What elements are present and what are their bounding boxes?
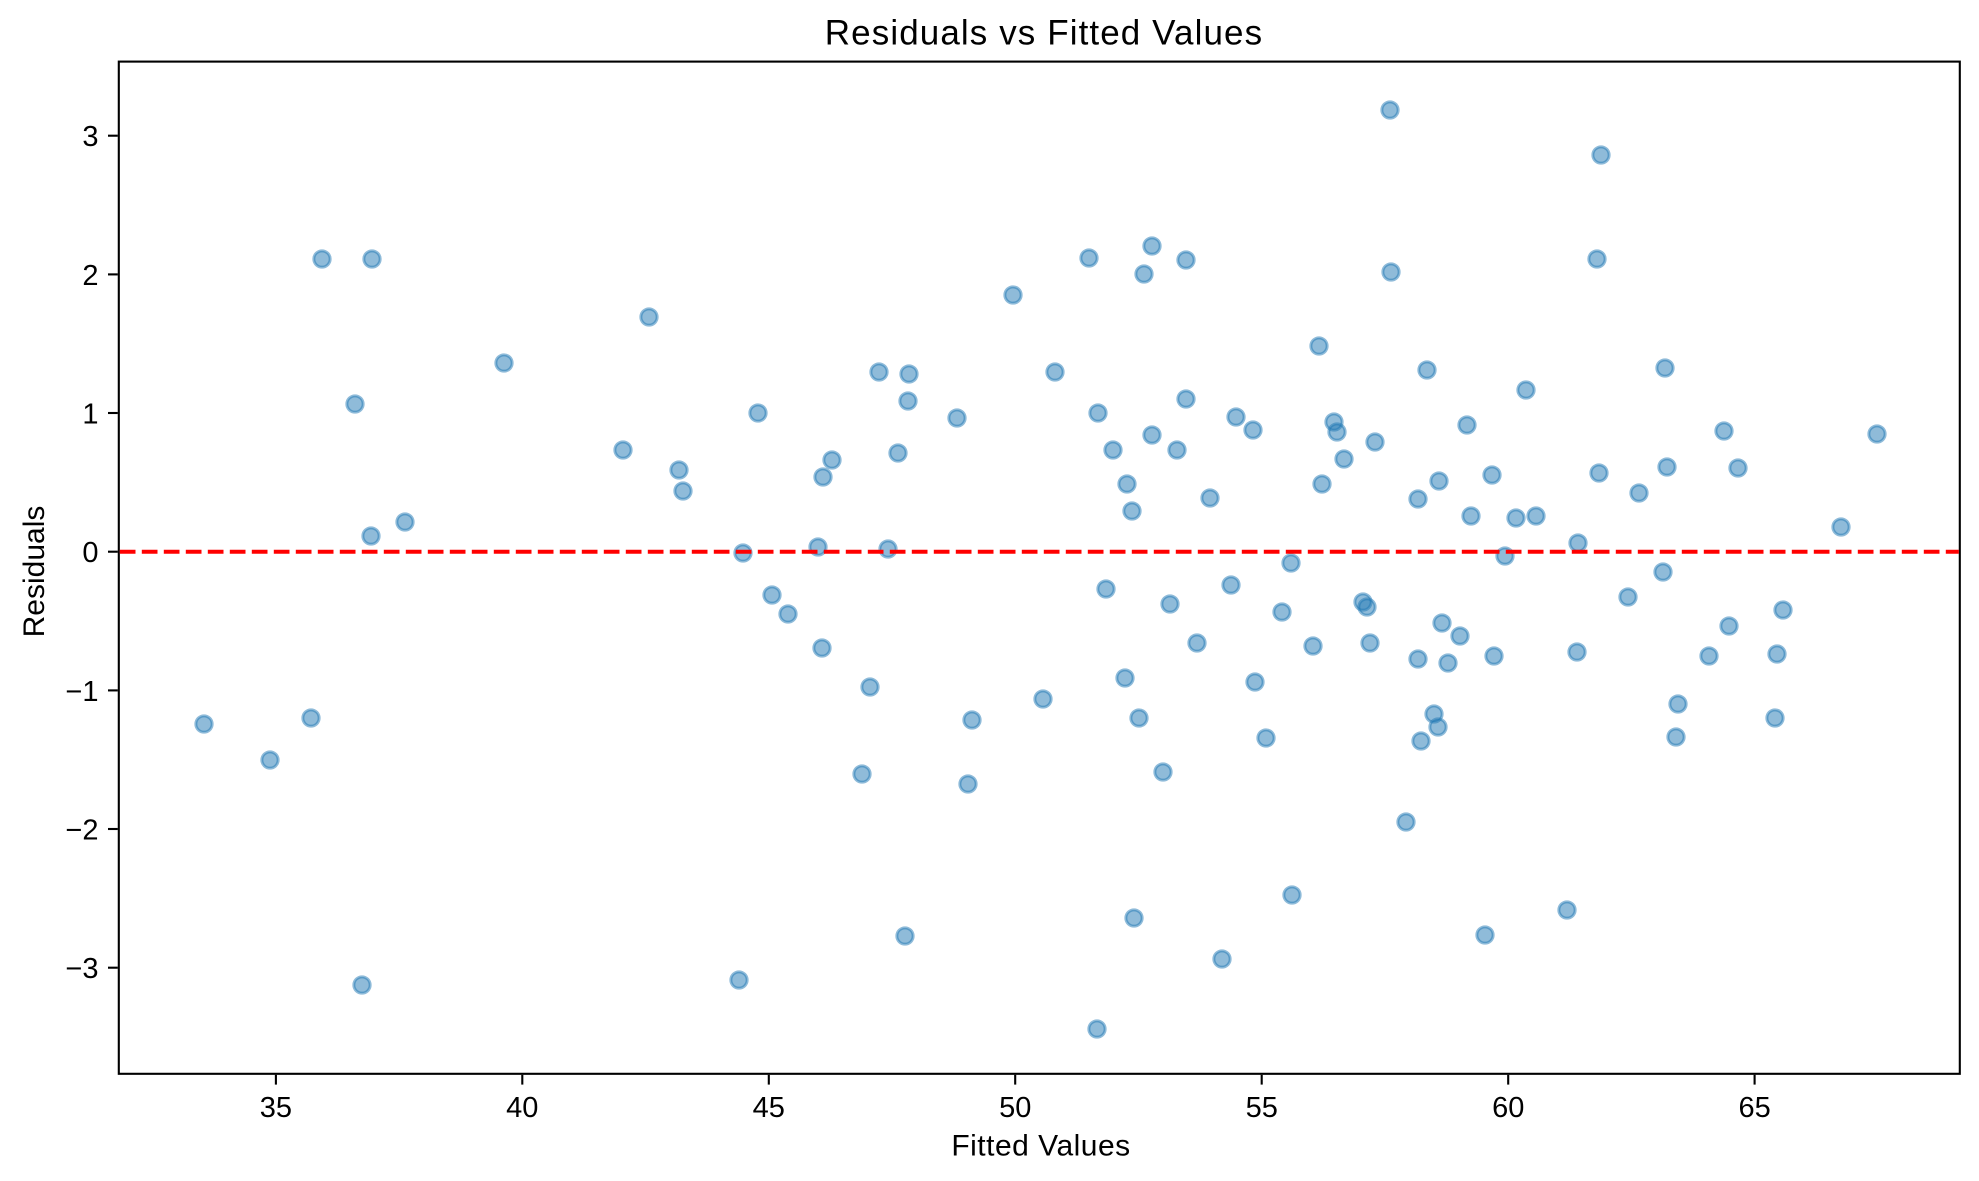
svg-text:Fitted Values: Fitted Values: [951, 1130, 1130, 1163]
svg-text:35: 35: [260, 1092, 292, 1124]
svg-text:3: 3: [82, 121, 98, 153]
svg-text:60: 60: [1492, 1092, 1524, 1124]
svg-text:1: 1: [82, 399, 98, 431]
svg-text:0: 0: [82, 537, 98, 569]
svg-text:−2: −2: [65, 815, 98, 847]
svg-text:55: 55: [1246, 1092, 1278, 1124]
svg-text:45: 45: [753, 1092, 785, 1124]
svg-text:−1: −1: [65, 676, 98, 708]
svg-text:40: 40: [506, 1092, 538, 1124]
svg-text:65: 65: [1738, 1092, 1770, 1124]
svg-text:Residuals: Residuals: [18, 506, 51, 638]
svg-text:−3: −3: [65, 953, 98, 985]
svg-text:Residuals vs Fitted Values: Residuals vs Fitted Values: [825, 14, 1263, 53]
svg-text:2: 2: [82, 260, 98, 292]
svg-text:50: 50: [999, 1092, 1031, 1124]
